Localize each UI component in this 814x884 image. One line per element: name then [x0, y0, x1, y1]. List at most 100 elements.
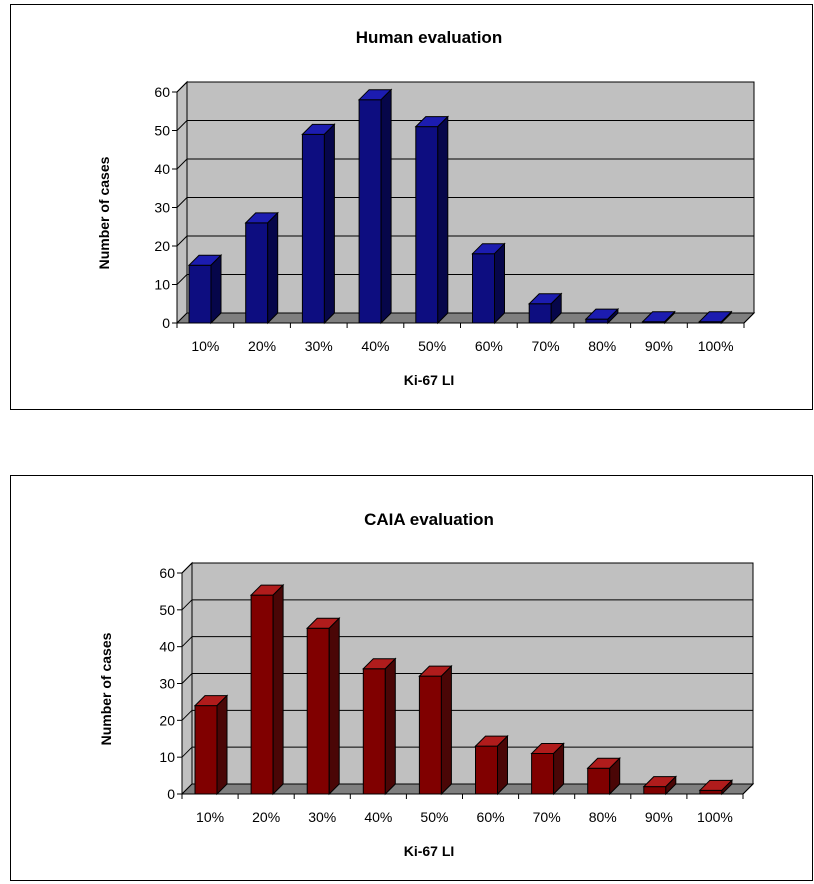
bar-side — [328, 617, 340, 796]
bar — [530, 742, 565, 796]
gridline — [181, 746, 193, 758]
bar — [414, 115, 450, 325]
y-tick-label: 50 — [159, 602, 175, 618]
bar-side — [384, 657, 396, 796]
bar-front — [188, 264, 212, 324]
bar-front — [358, 99, 382, 324]
x-tick-label: 70% — [532, 338, 560, 354]
x-axis-title: Ki-67 LI — [404, 372, 455, 388]
bar — [584, 307, 620, 325]
human-evaluation-plot: Human evaluation Ki-67 LI Number of case… — [96, 28, 756, 388]
gridline — [181, 709, 193, 721]
x-tick-label: 40% — [364, 809, 392, 825]
bar-side — [323, 123, 335, 325]
gridline — [181, 599, 193, 611]
x-tick-label: 90% — [645, 809, 673, 825]
y-tick-label: 40 — [159, 639, 175, 655]
y-axis-title: Number of cases — [96, 156, 112, 269]
bar — [305, 617, 341, 796]
bar — [301, 123, 336, 325]
x-tick-label: 10% — [196, 809, 224, 825]
plot-area: 0 10 20 30 40 50 60 10% 20% 30% 40% 50% 60% 70% 80% 90%… — [154, 80, 756, 354]
y-tick-label: 30 — [154, 200, 170, 216]
y-tick-label: 50 — [154, 123, 170, 139]
y-tick-label: 60 — [159, 565, 175, 581]
bar — [698, 779, 734, 796]
x-tick-label: 80% — [588, 338, 616, 354]
y-tick-label: 40 — [154, 161, 170, 177]
x-axis-depth-line — [743, 312, 755, 324]
bar-front — [643, 786, 667, 795]
bar-side — [267, 211, 279, 325]
bar-front — [415, 126, 439, 324]
caia-evaluation-plot: CAIA evaluation Ki-67 LI Number of cases… — [98, 510, 755, 859]
y-tick-label: 20 — [154, 238, 170, 254]
bar-front — [245, 222, 269, 324]
x-tick-label: 30% — [308, 809, 336, 825]
bar-side — [216, 694, 228, 796]
bar-front — [301, 133, 325, 324]
bar-side — [609, 757, 621, 796]
bar-front — [362, 668, 386, 795]
x-tick-label: 20% — [248, 338, 276, 354]
bar — [357, 88, 393, 325]
bar-side — [494, 242, 505, 325]
gridline — [176, 274, 188, 285]
x-tick-label: 80% — [589, 809, 617, 825]
gridline — [176, 235, 188, 247]
bar — [362, 657, 397, 796]
y-tick-label: 60 — [154, 84, 170, 100]
x-tick-label: 60% — [477, 809, 505, 825]
bar — [193, 694, 229, 796]
bar-front — [531, 752, 555, 795]
chart-title: CAIA evaluation — [364, 510, 494, 529]
bar — [527, 292, 563, 325]
x-tick-label: 20% — [252, 809, 280, 825]
bar-front — [306, 627, 330, 795]
bar-side — [721, 779, 733, 796]
bar — [586, 757, 621, 796]
gridline — [181, 562, 193, 574]
y-tick-label: 0 — [162, 315, 170, 331]
y-axis-title: Number of cases — [98, 632, 114, 745]
human-evaluation-chart: Human evaluation Ki-67 LI Number of case… — [10, 4, 813, 410]
bar-side — [665, 775, 677, 796]
bar — [642, 775, 678, 796]
bar-side — [272, 583, 284, 796]
y-tick-label: 10 — [154, 277, 170, 293]
bar — [187, 254, 223, 325]
bar-front — [475, 745, 498, 795]
bar-front — [587, 767, 611, 795]
x-tick-label: 60% — [475, 338, 503, 354]
x-tick-label: 40% — [361, 338, 389, 354]
bar — [249, 583, 285, 796]
x-tick-label: 50% — [420, 809, 448, 825]
chart-title: Human evaluation — [356, 28, 502, 47]
bar-side — [440, 664, 452, 796]
x-tick-label: 10% — [191, 338, 219, 354]
bar-front — [528, 303, 552, 324]
gridline — [181, 673, 193, 684]
bar-front — [418, 675, 442, 795]
x-tick-label: 50% — [418, 338, 446, 354]
caia-evaluation-chart: CAIA evaluation Ki-67 LI Number of cases… — [10, 475, 813, 881]
gridline — [181, 636, 193, 648]
y-tick-label: 0 — [167, 786, 175, 802]
bar-side — [210, 254, 222, 325]
y-tick-label: 10 — [159, 749, 175, 765]
y-tick-label: 20 — [159, 712, 175, 728]
bar-side — [437, 115, 449, 325]
x-axis-depth-line — [742, 783, 754, 795]
x-tick-label: 30% — [305, 338, 333, 354]
bar — [471, 242, 506, 325]
gridline — [176, 158, 188, 170]
plot-area: 0 10 20 30 40 50 60 10% 20% 30% 40% 50% 60% 70% 80% 90%… — [159, 561, 755, 825]
x-axis-title: Ki-67 LI — [404, 843, 455, 859]
bar-side — [607, 307, 619, 325]
x-tick-label: 100% — [698, 338, 734, 354]
gridline — [176, 81, 188, 93]
bar-front — [250, 594, 274, 795]
bar-front — [699, 789, 723, 795]
bar-front — [472, 253, 495, 324]
bar-side — [553, 742, 565, 796]
